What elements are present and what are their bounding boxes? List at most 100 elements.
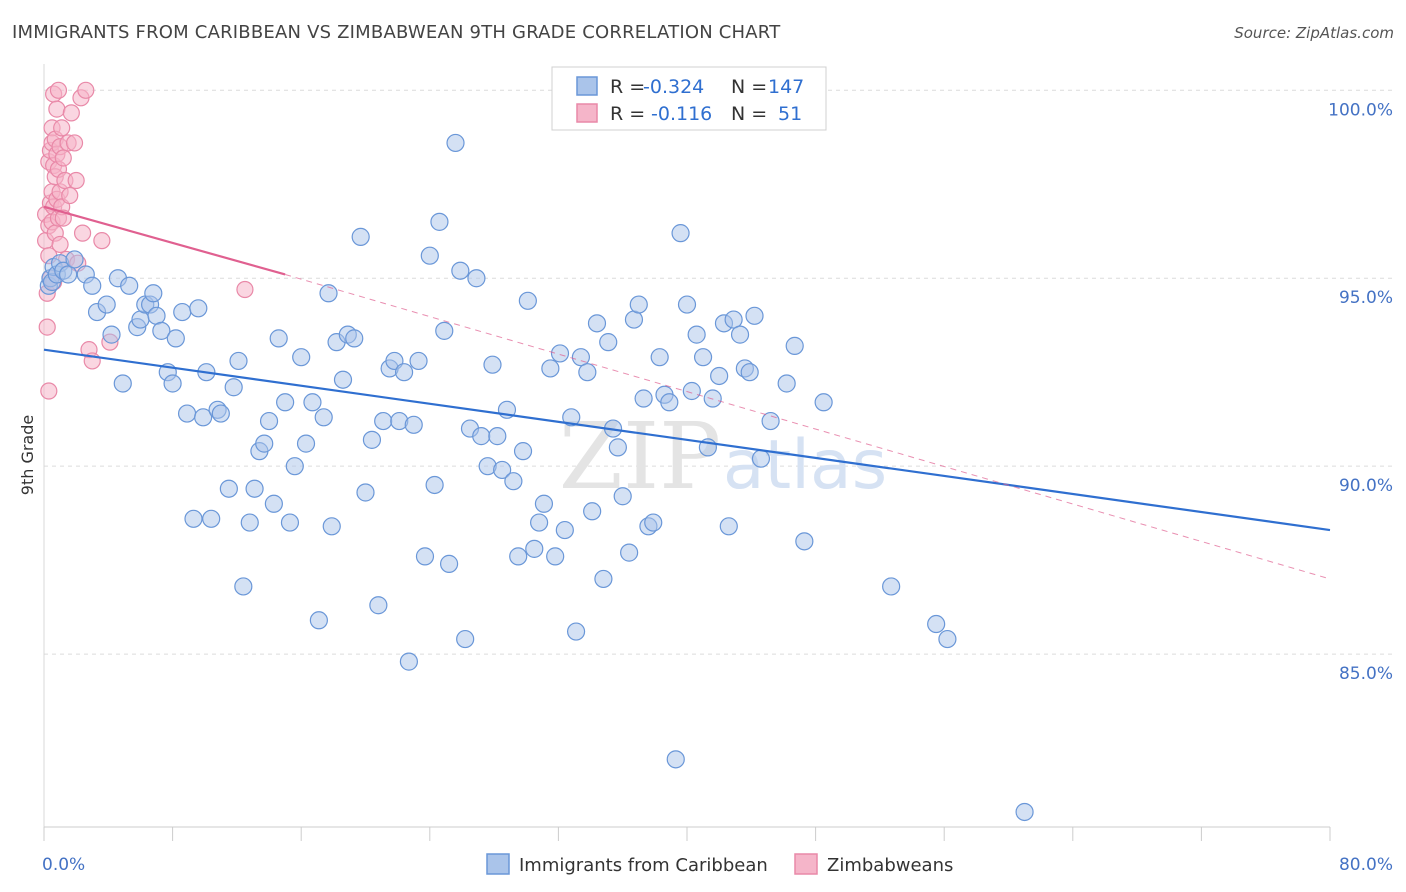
trend-lines	[43, 205, 1331, 580]
caribbean-point	[555, 520, 574, 540]
caribbean-point	[562, 408, 581, 427]
caribbean-point	[518, 291, 537, 310]
caribbean-point	[467, 269, 486, 288]
caribbean-point	[131, 310, 150, 329]
caribbean-point	[255, 434, 274, 453]
caribbean-point	[356, 483, 375, 502]
caribbean-point	[245, 479, 264, 498]
caribbean-point	[285, 457, 304, 476]
caribbean-point	[409, 351, 428, 371]
caribbean-point	[751, 449, 771, 468]
watermark-atlas: atlas	[723, 426, 887, 505]
caribbean-point	[513, 442, 533, 461]
zimbabweans-point	[40, 382, 58, 400]
caribbean-point	[345, 329, 364, 348]
zimbabweans-point	[61, 186, 79, 205]
caribbean-point	[166, 329, 185, 348]
caribbean-point	[541, 359, 560, 378]
caribbean-point	[599, 333, 618, 352]
zimbabweans-point	[62, 104, 80, 122]
caribbean-point	[152, 321, 171, 340]
zimbabweans-point	[65, 134, 84, 152]
legend-swatch-blue	[576, 76, 598, 96]
caribbean-point	[525, 539, 544, 558]
caribbean-point	[578, 363, 597, 382]
zimbabweans-points	[37, 81, 254, 400]
legend-n-label: N =	[731, 103, 767, 125]
y-tick-label: 95.0%	[1339, 288, 1393, 308]
caribbean-point	[938, 629, 957, 649]
caribbean-point	[229, 351, 248, 371]
caribbean-point	[472, 427, 491, 446]
caribbean-point	[369, 596, 388, 615]
caribbean-point	[488, 427, 507, 446]
caribbean-point	[276, 393, 295, 412]
caribbean-point	[710, 366, 729, 386]
caribbean-point	[566, 622, 586, 641]
caribbean-point	[97, 295, 116, 314]
caribbean-point	[777, 374, 796, 393]
zimbabweans-trend-line	[43, 205, 286, 276]
caribbean-point	[546, 547, 565, 566]
legend-n-value: 51	[778, 103, 802, 125]
caribbean-point	[259, 411, 279, 431]
caribbean-point	[333, 370, 353, 389]
caribbean-point	[785, 336, 804, 355]
zimbabweans-point	[73, 224, 92, 242]
source-label: Source: ZipAtlas.com	[1234, 24, 1394, 42]
zimbabweans-point	[93, 232, 111, 250]
bottom-legend-caribbean: Immigrants from Caribbean	[519, 855, 768, 876]
caribbean-point	[682, 381, 701, 401]
caribbean-point	[882, 577, 901, 596]
watermark: ZIP atlas	[559, 403, 887, 510]
caribbean-point	[530, 513, 549, 532]
caribbean-point	[927, 614, 946, 634]
caribbean-point	[761, 411, 780, 431]
caribbean-point	[177, 404, 197, 423]
caribbean-point	[404, 415, 423, 434]
caribbean-point	[719, 517, 738, 536]
caribbean-point	[439, 554, 459, 573]
legend-r-label: R =	[610, 76, 645, 98]
caribbean-point	[650, 348, 669, 367]
caribbean-point	[163, 374, 182, 393]
caribbean-point	[620, 543, 639, 562]
caribbean-point	[1015, 802, 1034, 822]
caribbean-point	[660, 393, 679, 412]
y-tick-label: 90.0%	[1339, 476, 1393, 496]
caribbean-point	[587, 314, 607, 333]
caribbean-point	[351, 227, 370, 246]
caribbean-point	[303, 393, 322, 412]
chart-title: IMMIGRANTS FROM CARIBBEAN VS ZIMBABWEAN …	[12, 22, 781, 43]
caribbean-point	[292, 348, 311, 367]
legend-n-value: 147	[768, 76, 804, 98]
caribbean-point	[435, 321, 454, 340]
caribbean-point	[173, 302, 192, 322]
caribbean-point	[677, 295, 697, 314]
x-tick-label-right: 80.0%	[1339, 855, 1393, 875]
caribbean-point	[456, 629, 475, 649]
caribbean-point	[629, 295, 648, 314]
caribbean-point	[509, 547, 528, 566]
x-tick-label-left: 0.0%	[42, 855, 85, 875]
zimbabweans-trend-extension	[284, 274, 1331, 580]
caribbean-point	[224, 378, 243, 397]
caribbean-point	[309, 611, 328, 630]
caribbean-point	[202, 509, 221, 528]
legend-n-label: N =	[731, 76, 767, 98]
legend-r-value: -0.116	[651, 103, 712, 125]
caribbean-point	[269, 329, 288, 348]
caribbean-point	[296, 434, 316, 453]
caribbean-point	[740, 363, 759, 382]
caribbean-point	[399, 652, 419, 671]
caribbean-point	[374, 411, 393, 431]
zimbabweans-point	[49, 81, 68, 99]
caribbean-point	[280, 513, 300, 532]
y-tick-label: 85.0%	[1339, 664, 1393, 684]
caribbean-point	[420, 246, 439, 265]
caribbean-point	[814, 393, 833, 412]
watermark-zip: ZIP	[559, 403, 721, 510]
caribbean-point	[687, 325, 706, 344]
zimbabweans-point	[48, 100, 66, 118]
caribbean-point	[322, 517, 341, 536]
